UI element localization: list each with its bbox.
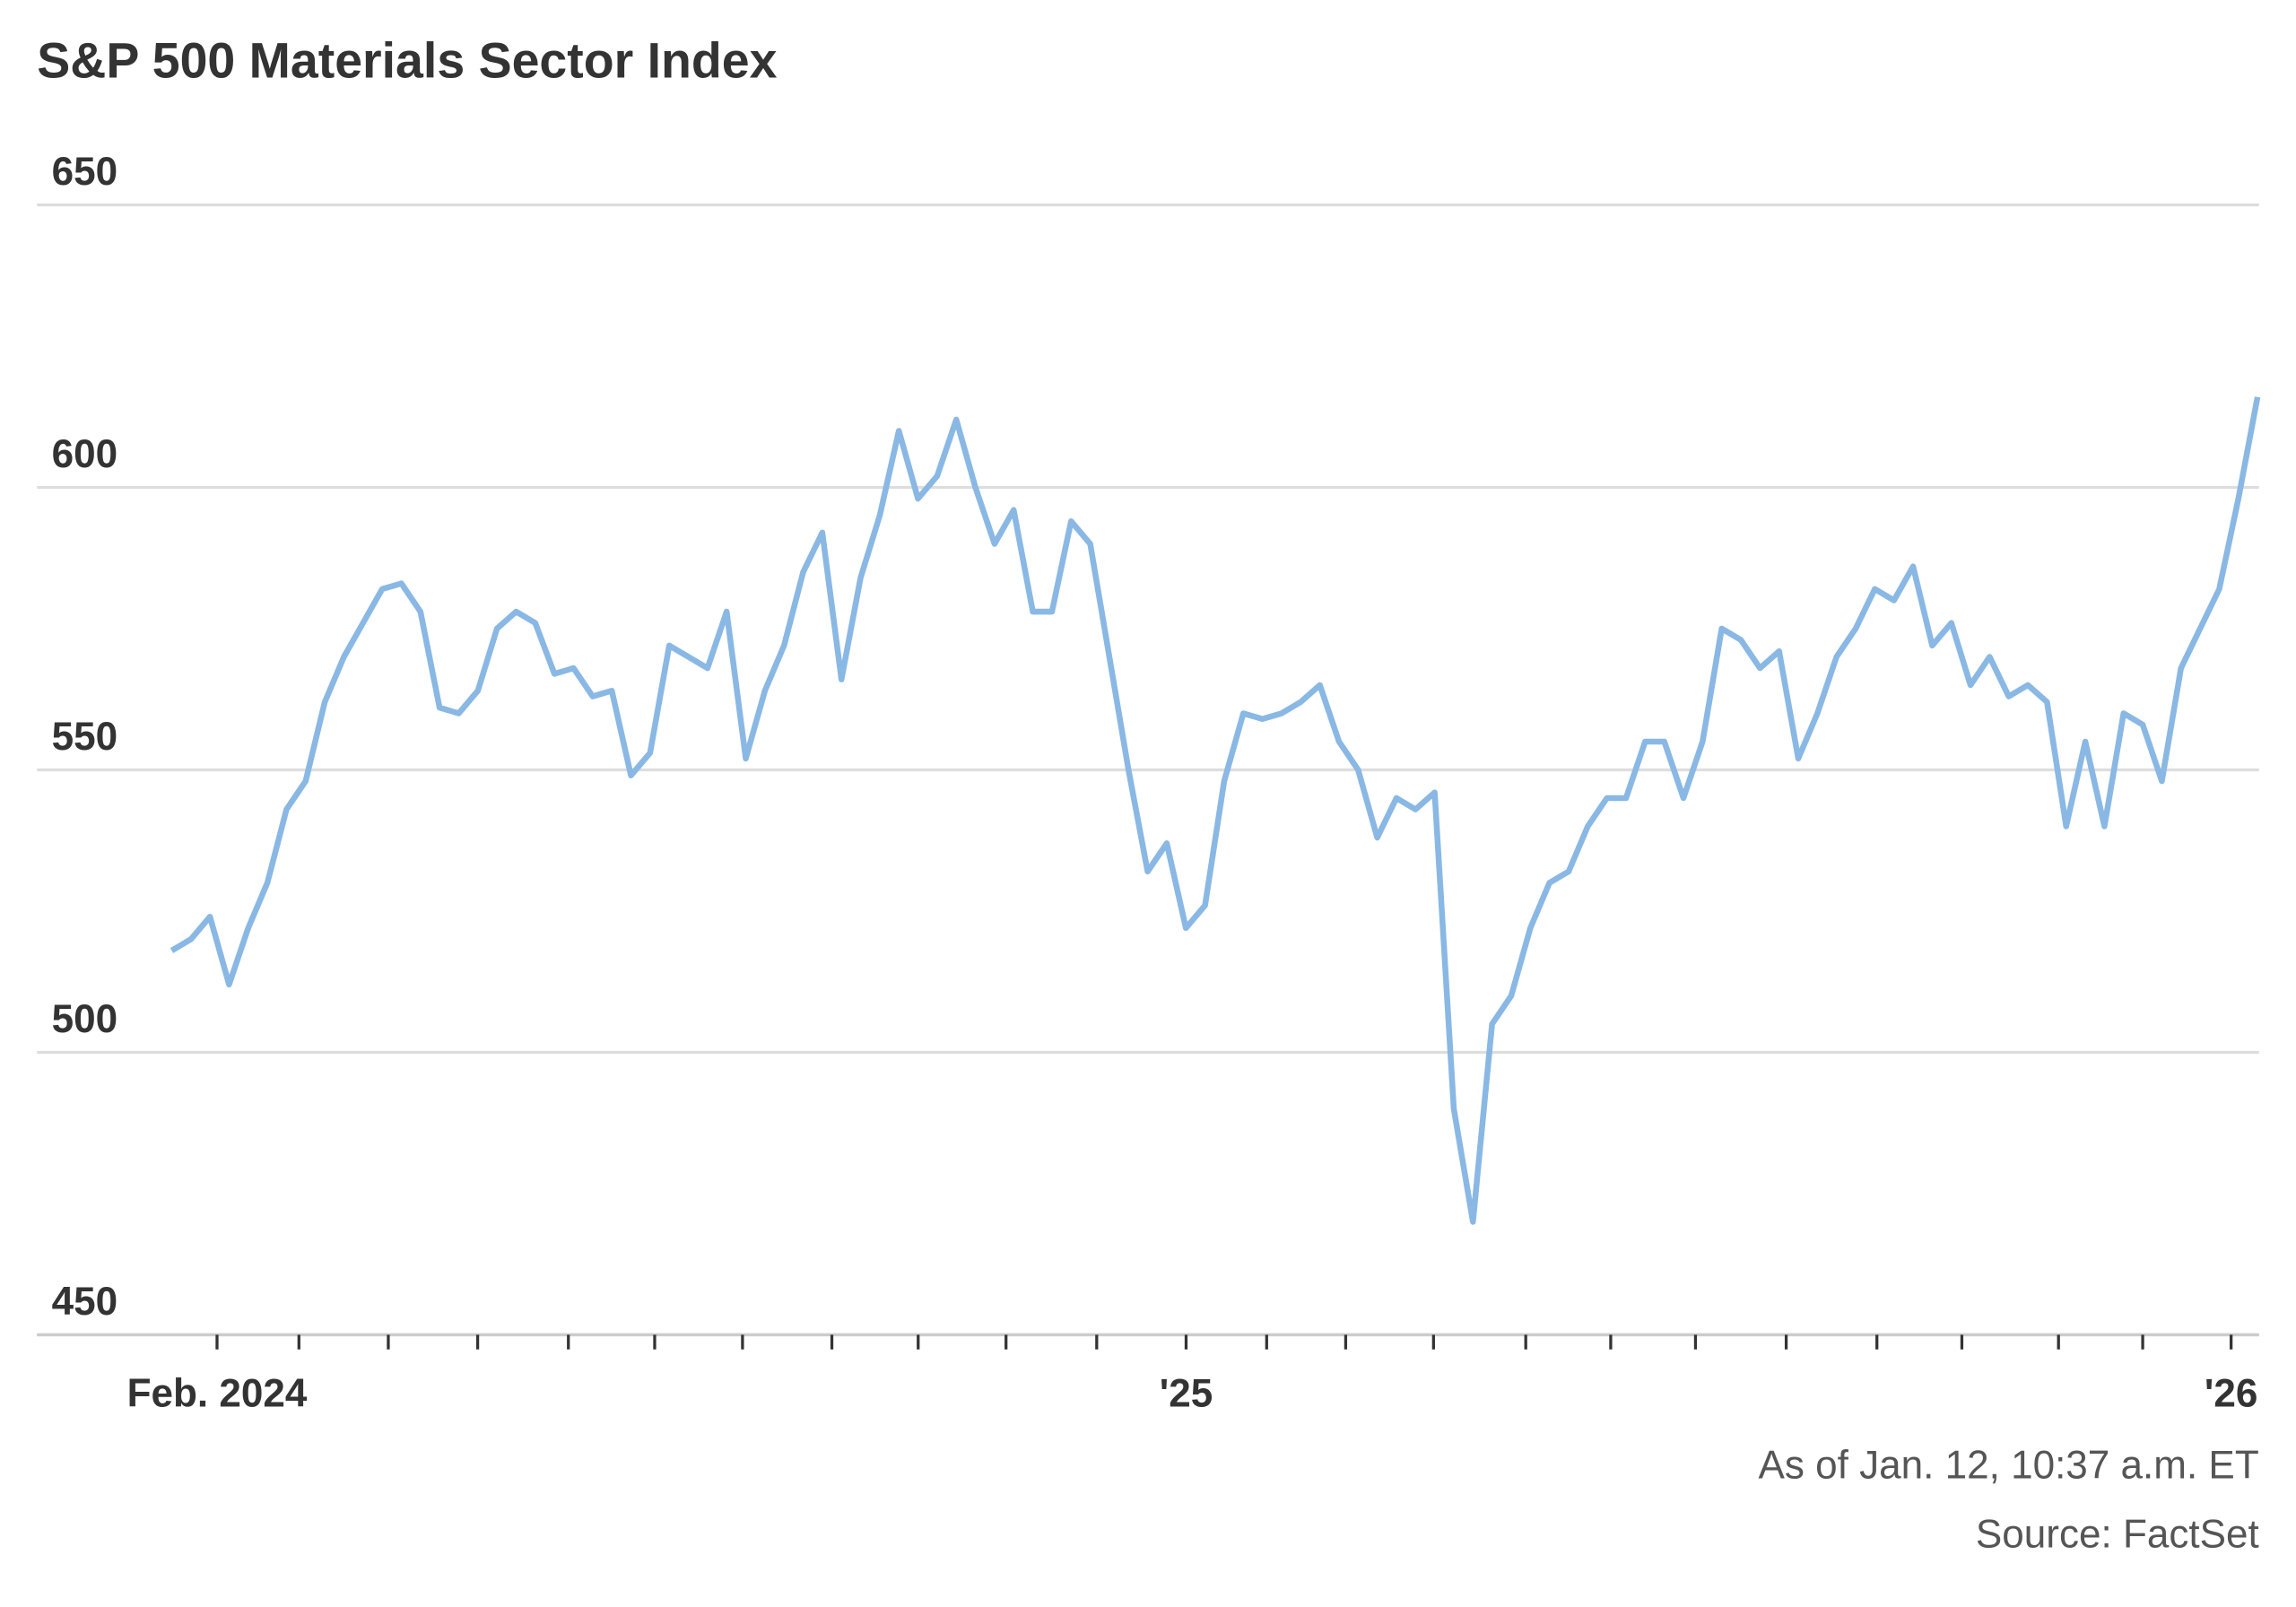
y-tick-label: 600 xyxy=(52,432,118,476)
x-tick-label: '25 xyxy=(1160,1372,1213,1416)
x-tick-label: '26 xyxy=(2205,1372,2257,1416)
as-of-note: As of Jan. 12, 10:37 a.m. ET xyxy=(1758,1444,2258,1488)
y-tick-label: 650 xyxy=(52,150,118,194)
y-tick-label: 500 xyxy=(52,997,118,1041)
source-note: Source: FactSet xyxy=(1976,1512,2259,1556)
index-line xyxy=(170,396,2261,1225)
x-tick-label: Feb. 2024 xyxy=(127,1372,308,1416)
y-tick-label: 450 xyxy=(52,1280,118,1324)
y-tick-label: 550 xyxy=(52,715,118,759)
chart-title: S&P 500 Materials Sector Index xyxy=(37,32,777,88)
